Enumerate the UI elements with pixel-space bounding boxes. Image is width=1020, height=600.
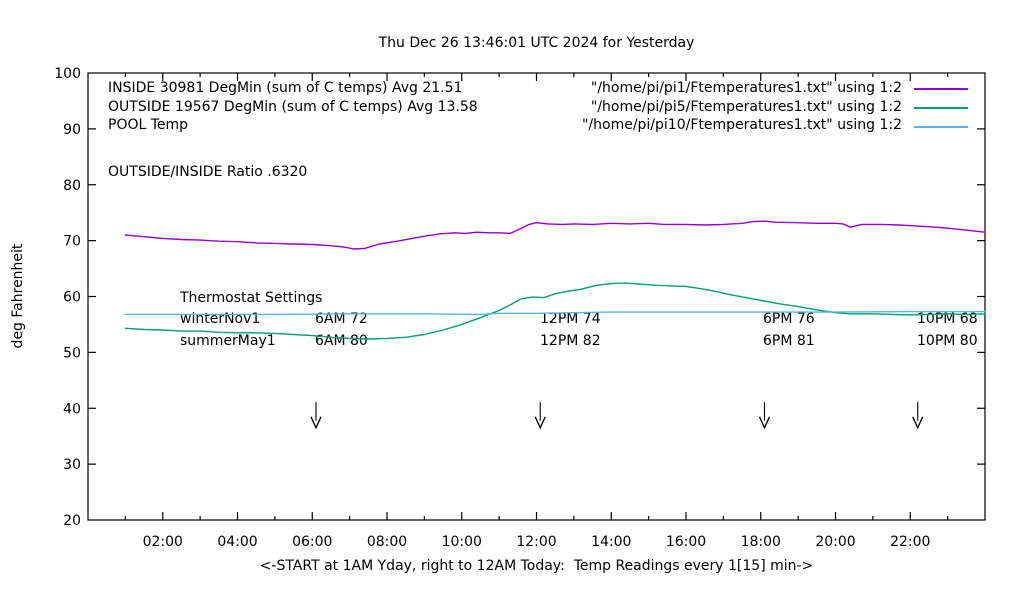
thermostat-winter-6pm: 6PM 76 [763,311,815,327]
legend-file-outside: "/home/pi/pi5/Ftemperatures1.txt" using … [590,99,902,115]
setpoint-arrow-head [758,416,771,430]
legend-label-outside: OUTSIDE 19567 DegMin (sum of C temps) Av… [108,99,478,115]
thermostat-summer-6am: 6AM 80 [315,333,368,349]
y-tick-label: 100 [54,66,81,82]
legend-label-pool: POOL Temp [108,117,189,133]
series-line-inside [124,220,986,250]
legend-sample-line-pool [914,126,968,128]
thermostat-summer-6pm: 6PM 81 [763,333,815,349]
thermostat-winter-6am: 6AM 72 [315,311,368,327]
thermostat-summer-10pm: 10PM 80 [917,333,978,349]
y-axis-label: deg Fahrenheit [10,243,26,349]
x-tick-label: 06:00 [292,534,332,550]
y-tick-label: 70 [63,234,81,250]
y-tick-label: 50 [63,345,81,361]
x-tick-label: 22:00 [890,534,930,550]
x-tick-label: 02:00 [143,534,183,550]
y-tick-label: 20 [63,513,81,529]
setpoint-arrow-head [310,416,322,430]
y-tick-label: 90 [63,122,81,138]
setpoint-arrow-head [912,416,924,430]
x-tick-label: 16:00 [666,534,706,550]
chart-title: Thu Dec 26 13:46:01 UTC 2024 for Yesterd… [378,35,695,51]
legend-sample-line-outside [914,107,968,109]
x-tick-label: 12:00 [516,534,556,550]
y-tick-label: 80 [63,178,81,194]
thermostat-summer-12pm: 12PM 82 [540,333,601,349]
thermostat-winter-12pm: 12PM 74 [540,311,601,327]
legend-sample-line-inside [914,88,968,90]
legend-file-pool: "/home/pi/pi10/Ftemperatures1.txt" using… [581,117,902,133]
x-tick-label: 14:00 [591,534,631,550]
y-tick-label: 60 [63,290,81,306]
x-tick-label: 10:00 [442,534,482,550]
x-tick-label: 20:00 [815,534,855,550]
x-tick-label: 18:00 [741,534,781,550]
x-tick-label: 04:00 [217,534,257,550]
legend-label-inside: INSIDE 30981 DegMin (sum of C temps) Avg… [108,80,463,96]
y-tick-label: 40 [63,401,81,417]
thermostat-title: Thermostat Settings [180,290,323,306]
setpoint-arrow-head [534,416,546,430]
thermostat-winter-10pm: 10PM 68 [917,311,978,327]
legend-file-inside: "/home/pi/pi1/Ftemperatures1.txt" using … [590,80,902,96]
y-tick-label: 30 [63,457,81,473]
thermostat-summer-name: summerMay1 [180,333,276,349]
thermostat-winter-name: winterNov1 [180,311,261,327]
x-tick-label: 08:00 [367,534,407,550]
ratio-label: OUTSIDE/INSIDE Ratio .6320 [108,164,308,180]
x-axis-label: <-START at 1AM Yday, right to 12AM Today… [259,558,814,574]
